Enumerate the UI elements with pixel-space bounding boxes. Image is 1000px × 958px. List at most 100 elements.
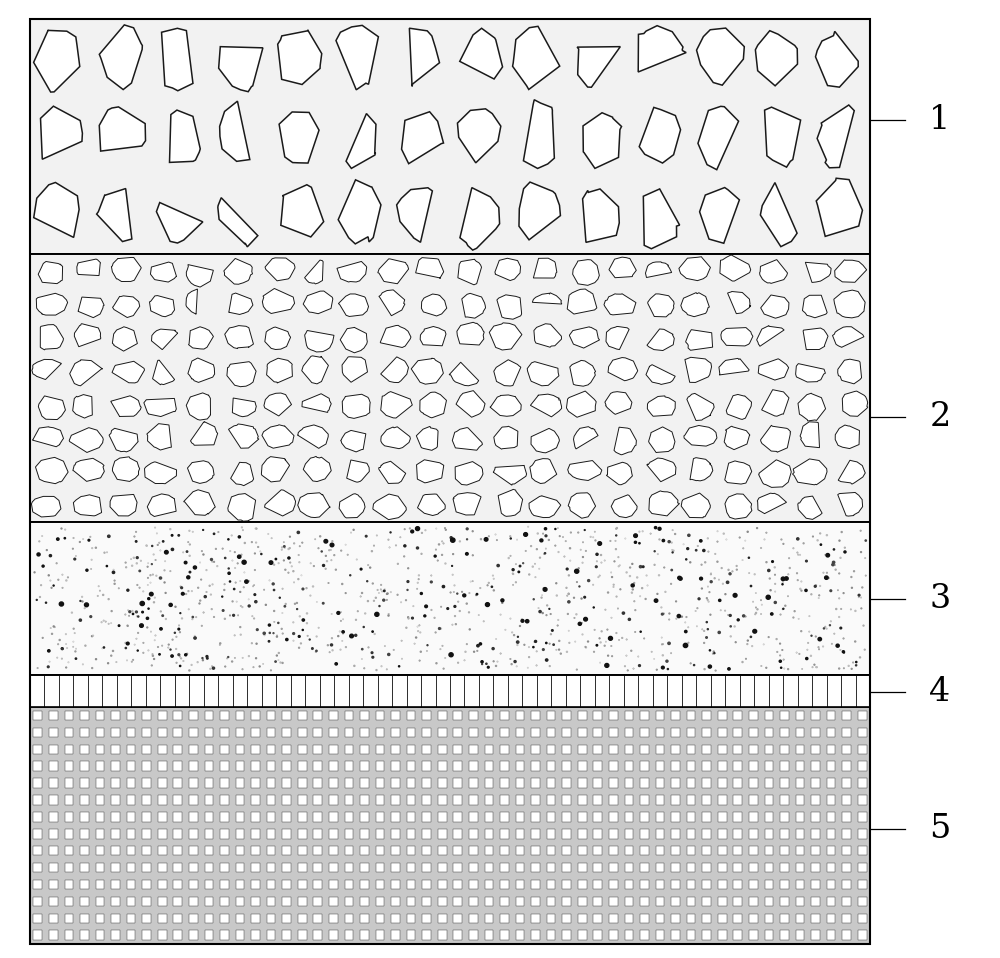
- Bar: [96, 711, 104, 720]
- Circle shape: [132, 613, 134, 615]
- Bar: [282, 914, 291, 923]
- Bar: [687, 897, 695, 906]
- Polygon shape: [759, 460, 791, 488]
- Bar: [189, 863, 198, 873]
- Circle shape: [189, 571, 191, 573]
- Polygon shape: [793, 459, 827, 485]
- Circle shape: [521, 620, 524, 623]
- Bar: [298, 711, 307, 720]
- Bar: [30, 675, 870, 707]
- Bar: [111, 728, 120, 737]
- Circle shape: [770, 590, 771, 591]
- Bar: [30, 19, 870, 944]
- Bar: [562, 829, 571, 838]
- Circle shape: [748, 558, 749, 559]
- Bar: [422, 795, 431, 805]
- Bar: [516, 897, 524, 906]
- Circle shape: [782, 583, 783, 584]
- Bar: [313, 778, 322, 787]
- Bar: [329, 914, 338, 923]
- Circle shape: [229, 581, 231, 582]
- Bar: [142, 879, 151, 889]
- Circle shape: [330, 644, 333, 646]
- Bar: [251, 762, 260, 771]
- Bar: [547, 914, 555, 923]
- Polygon shape: [762, 390, 789, 416]
- Circle shape: [496, 666, 497, 667]
- Bar: [453, 762, 462, 771]
- Polygon shape: [112, 361, 145, 383]
- Circle shape: [484, 537, 488, 541]
- Circle shape: [491, 586, 493, 587]
- Bar: [796, 711, 804, 720]
- Polygon shape: [340, 328, 367, 353]
- Bar: [516, 728, 524, 737]
- Polygon shape: [497, 295, 522, 319]
- Circle shape: [510, 538, 511, 539]
- Bar: [609, 846, 618, 855]
- Bar: [780, 728, 789, 737]
- Bar: [547, 711, 555, 720]
- Bar: [718, 778, 727, 787]
- Circle shape: [485, 603, 489, 606]
- Polygon shape: [402, 112, 443, 164]
- Bar: [298, 744, 307, 754]
- Circle shape: [566, 568, 568, 570]
- Bar: [376, 829, 384, 838]
- Bar: [407, 778, 415, 787]
- Bar: [236, 829, 244, 838]
- Circle shape: [529, 574, 530, 575]
- Circle shape: [466, 553, 468, 555]
- Bar: [640, 914, 649, 923]
- Bar: [687, 728, 695, 737]
- Bar: [702, 711, 711, 720]
- Polygon shape: [757, 493, 787, 513]
- Bar: [262, 675, 276, 707]
- Circle shape: [856, 665, 857, 666]
- Circle shape: [576, 614, 577, 615]
- Bar: [500, 744, 509, 754]
- Polygon shape: [34, 30, 80, 92]
- Circle shape: [132, 565, 133, 566]
- Bar: [407, 829, 415, 838]
- Bar: [73, 675, 88, 707]
- Bar: [282, 829, 291, 838]
- Polygon shape: [755, 31, 797, 86]
- Circle shape: [362, 592, 363, 593]
- Bar: [578, 762, 587, 771]
- Bar: [593, 897, 602, 906]
- Circle shape: [189, 670, 190, 671]
- Circle shape: [757, 608, 758, 610]
- Bar: [796, 914, 804, 923]
- Bar: [718, 930, 727, 940]
- Bar: [282, 863, 291, 873]
- Bar: [65, 812, 73, 822]
- Polygon shape: [721, 328, 753, 346]
- Polygon shape: [99, 107, 146, 151]
- Circle shape: [841, 532, 842, 533]
- Circle shape: [259, 666, 260, 667]
- Bar: [780, 711, 789, 720]
- Circle shape: [487, 667, 489, 668]
- Bar: [360, 863, 369, 873]
- Circle shape: [337, 611, 340, 614]
- Bar: [625, 812, 633, 822]
- Bar: [158, 846, 167, 855]
- Polygon shape: [605, 392, 632, 414]
- Circle shape: [248, 581, 249, 582]
- Circle shape: [622, 612, 625, 614]
- Bar: [267, 897, 275, 906]
- Circle shape: [263, 632, 265, 634]
- Circle shape: [133, 558, 134, 559]
- Bar: [127, 744, 135, 754]
- Circle shape: [272, 583, 274, 584]
- Bar: [96, 728, 104, 737]
- Bar: [65, 846, 73, 855]
- Circle shape: [542, 649, 544, 650]
- Bar: [749, 863, 758, 873]
- Circle shape: [204, 596, 206, 598]
- Bar: [858, 728, 867, 737]
- Bar: [765, 778, 773, 787]
- Bar: [453, 846, 462, 855]
- Circle shape: [668, 642, 670, 645]
